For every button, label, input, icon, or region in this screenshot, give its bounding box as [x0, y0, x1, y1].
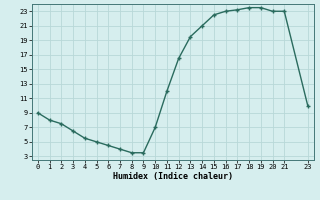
X-axis label: Humidex (Indice chaleur): Humidex (Indice chaleur): [113, 172, 233, 181]
